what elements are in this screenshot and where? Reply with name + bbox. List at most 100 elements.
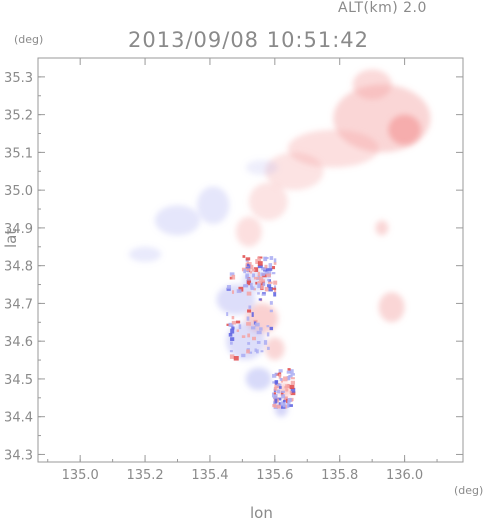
echo-cell (260, 285, 264, 290)
echo-cell (246, 263, 249, 267)
echo-cell (255, 281, 258, 285)
echo-cell (261, 279, 265, 283)
echo-cell (272, 381, 275, 384)
echo-cell (256, 349, 259, 354)
echo-cell (257, 261, 263, 266)
x-tick-label: 135.8 (321, 468, 358, 483)
echo-cell (274, 383, 279, 389)
echo-cell (246, 349, 250, 354)
echo-cell (247, 333, 251, 338)
echo-cell (257, 281, 262, 284)
echo-cell (229, 276, 233, 280)
echo-cell (287, 368, 291, 371)
echo-cell (251, 268, 256, 272)
y-tick-label: 35.3 (4, 71, 33, 86)
x-tick-label: 135.2 (126, 468, 163, 483)
echo-cell (267, 278, 270, 282)
echo-cell (251, 312, 254, 317)
echo-cell (277, 397, 282, 401)
echo-region-negative (245, 367, 272, 391)
y-tick-label: 34.8 (4, 260, 33, 275)
echo-cell (286, 370, 292, 374)
echo-cell (245, 273, 250, 278)
echo-cell (273, 280, 278, 285)
echo-cell (269, 301, 273, 305)
echo-cell (263, 256, 268, 262)
echo-cell (261, 267, 266, 271)
echo-cell (231, 290, 235, 294)
x-tick-label: 135.0 (62, 468, 99, 483)
echo-cell (262, 282, 266, 286)
plot-frame (37, 57, 464, 463)
echo-cell (257, 283, 261, 289)
echo-cell (286, 403, 290, 408)
echo-cell (273, 292, 277, 297)
echo-cell (257, 292, 260, 295)
echo-cell (229, 350, 233, 353)
axis-ticks: 135.0 135.2 135.4 135.6 135.8 136.0 34.3 34.4 34… (4, 57, 463, 483)
y-tick-label: 34.4 (4, 411, 33, 426)
echo-cell (276, 389, 281, 394)
echo-cell (258, 276, 264, 281)
echo-region-positive (388, 114, 421, 145)
echo-region-positive (265, 152, 324, 191)
echo-cell (287, 400, 291, 404)
echo-cell (289, 375, 293, 378)
echo-cell (250, 282, 253, 287)
echo-cell (257, 275, 261, 279)
echo-cell (263, 340, 268, 345)
echo-cell (285, 388, 289, 392)
echo-cell (242, 255, 246, 258)
y-tick-label: 34.7 (4, 297, 33, 312)
echo-cell (272, 404, 276, 408)
echo-cell (271, 272, 276, 275)
y-tick-label: 34.6 (4, 335, 33, 350)
echo-cell (230, 341, 233, 345)
echo-cell (230, 337, 235, 341)
echo-cell (256, 330, 262, 335)
echo-cell (259, 257, 262, 262)
echo-cell (289, 390, 292, 395)
echo-cell (287, 384, 290, 389)
echo-cell (252, 336, 257, 341)
echo-cell (285, 404, 288, 409)
echo-cell (254, 348, 257, 352)
echo-cell (247, 262, 252, 266)
echo-cell (273, 394, 278, 399)
echo-cell (272, 287, 277, 290)
x-tick-label: 135.6 (256, 468, 293, 483)
echo-cell (252, 273, 255, 278)
echo-cell (290, 377, 295, 380)
echo-region-positive (378, 292, 405, 323)
echo-cell (249, 270, 253, 274)
echo-region-negative (128, 246, 162, 262)
echo-cell (247, 277, 251, 282)
x-tick-label: 135.4 (191, 468, 228, 483)
echo-cell (273, 392, 277, 395)
echo-cell (282, 399, 286, 403)
x-axis-label: lon (250, 504, 273, 522)
echo-cell (246, 261, 249, 264)
echo-cell (229, 272, 235, 276)
echo-cell (245, 257, 251, 261)
echo-cell (246, 322, 251, 326)
echo-cell (268, 263, 273, 269)
echo-cell (283, 376, 288, 382)
echo-cell (272, 373, 277, 378)
echo-cell (278, 374, 282, 379)
echo-cell (266, 332, 270, 337)
echo-cell (248, 351, 253, 354)
echo-region-positive (248, 182, 288, 221)
echo-cell (246, 316, 250, 321)
echo-region-negative (154, 205, 201, 236)
echo-cell (241, 335, 246, 338)
echo-cell (231, 274, 236, 280)
echo-cell (264, 269, 270, 275)
echo-cell (243, 284, 249, 288)
echo-cell (229, 354, 235, 359)
echo-cell (269, 309, 273, 313)
echo-cell (243, 269, 247, 274)
echo-cell (276, 404, 281, 409)
echo-cell (253, 267, 259, 272)
echo-region-negative (216, 284, 256, 315)
